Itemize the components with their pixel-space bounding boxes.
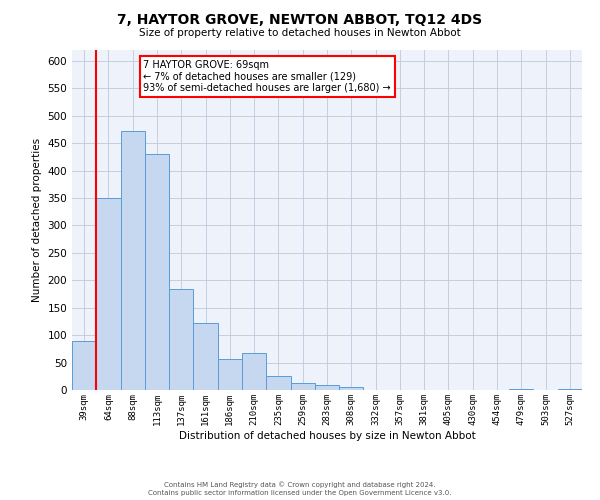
Bar — [242, 354, 266, 390]
Bar — [509, 389, 533, 390]
Text: Size of property relative to detached houses in Newton Abbot: Size of property relative to detached ho… — [139, 28, 461, 38]
Bar — [121, 131, 145, 390]
Bar — [558, 389, 582, 390]
Bar — [290, 384, 315, 390]
Text: 7 HAYTOR GROVE: 69sqm
← 7% of detached houses are smaller (129)
93% of semi-deta: 7 HAYTOR GROVE: 69sqm ← 7% of detached h… — [143, 60, 391, 94]
Bar — [169, 288, 193, 390]
Bar — [193, 322, 218, 390]
Y-axis label: Number of detached properties: Number of detached properties — [32, 138, 42, 302]
Text: Contains HM Land Registry data © Crown copyright and database right 2024.
Contai: Contains HM Land Registry data © Crown c… — [148, 481, 452, 496]
Bar — [96, 198, 121, 390]
Bar — [266, 376, 290, 390]
Text: 7, HAYTOR GROVE, NEWTON ABBOT, TQ12 4DS: 7, HAYTOR GROVE, NEWTON ABBOT, TQ12 4DS — [118, 12, 482, 26]
X-axis label: Distribution of detached houses by size in Newton Abbot: Distribution of detached houses by size … — [179, 430, 475, 440]
Bar — [145, 154, 169, 390]
Bar — [339, 388, 364, 390]
Bar — [218, 358, 242, 390]
Bar — [72, 340, 96, 390]
Bar — [315, 384, 339, 390]
